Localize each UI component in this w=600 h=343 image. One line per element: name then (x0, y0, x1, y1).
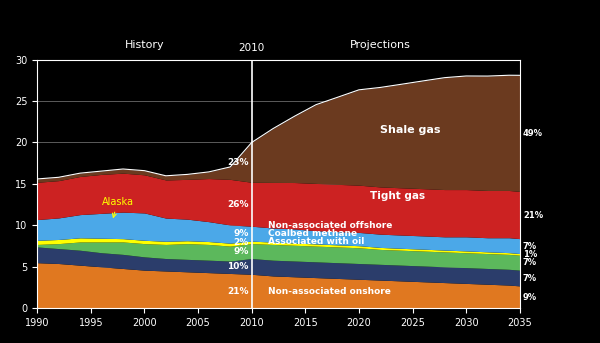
Text: Tight gas: Tight gas (370, 191, 425, 201)
Text: 7%: 7% (523, 273, 537, 283)
Text: 10%: 10% (227, 262, 248, 271)
Text: Coalbed methane: Coalbed methane (268, 229, 357, 238)
Text: 21%: 21% (523, 211, 543, 220)
Text: 7%: 7% (523, 241, 537, 251)
Text: 2%: 2% (233, 238, 248, 247)
Text: 7%: 7% (523, 258, 537, 267)
Text: 9%: 9% (233, 229, 248, 238)
Text: Associated with oil: Associated with oil (268, 237, 364, 246)
Text: 9%: 9% (523, 293, 537, 301)
Text: Alaska: Alaska (101, 197, 134, 217)
Text: Shale gas: Shale gas (380, 125, 441, 135)
Text: 1%: 1% (523, 250, 537, 259)
Text: 23%: 23% (227, 158, 248, 167)
Text: History: History (125, 40, 164, 50)
Text: 26%: 26% (227, 200, 248, 209)
Text: 49%: 49% (523, 129, 543, 138)
Text: 2010: 2010 (239, 43, 265, 53)
Text: 21%: 21% (227, 287, 248, 296)
Text: 9%: 9% (233, 247, 248, 256)
Text: Non-associated offshore: Non-associated offshore (268, 221, 392, 230)
Text: Projections: Projections (350, 40, 411, 50)
Text: Non-associated onshore: Non-associated onshore (268, 287, 391, 296)
